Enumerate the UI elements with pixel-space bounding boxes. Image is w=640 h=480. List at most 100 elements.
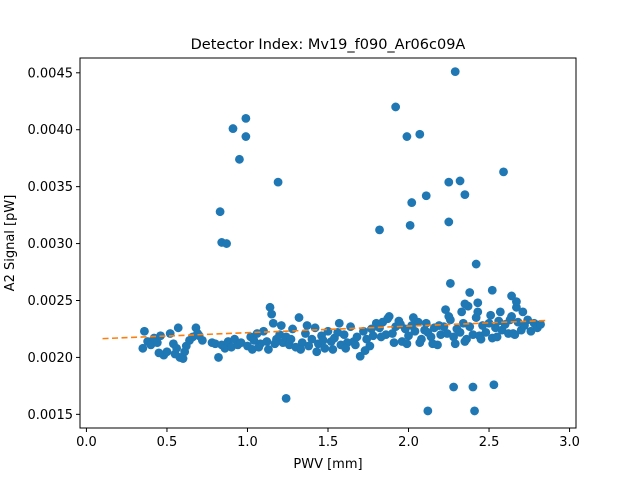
data-point xyxy=(341,343,351,353)
data-point xyxy=(444,177,454,187)
data-point xyxy=(499,167,508,177)
data-point xyxy=(140,326,149,336)
y-tick-label: 0.0035 xyxy=(28,180,74,195)
data-point xyxy=(193,329,202,338)
y-tick-label: 0.0045 xyxy=(28,66,74,81)
data-point xyxy=(468,382,478,392)
data-point xyxy=(323,326,333,336)
data-point xyxy=(320,343,330,353)
data-point xyxy=(449,382,459,392)
x-tick-label: 1.5 xyxy=(318,435,339,450)
data-point xyxy=(259,326,268,336)
data-point xyxy=(228,124,238,133)
y-tick-label: 0.0015 xyxy=(28,408,74,423)
data-point xyxy=(312,347,322,357)
data-point xyxy=(421,318,431,328)
data-point xyxy=(154,348,164,358)
data-point xyxy=(473,298,483,308)
data-point xyxy=(460,337,470,346)
data-point xyxy=(484,318,494,328)
data-point xyxy=(536,320,545,329)
data-point xyxy=(445,279,455,288)
data-point xyxy=(310,323,320,333)
data-point xyxy=(273,177,283,187)
data-point xyxy=(241,132,251,141)
plot-marks xyxy=(102,67,549,416)
data-point xyxy=(214,353,223,362)
y-tick-label: 0.0030 xyxy=(28,237,74,252)
data-point xyxy=(152,338,162,348)
data-point xyxy=(489,380,499,390)
data-point xyxy=(457,307,467,317)
data-point xyxy=(495,307,505,317)
data-point xyxy=(350,340,360,350)
data-point xyxy=(470,406,479,416)
data-point xyxy=(460,190,470,200)
data-point xyxy=(376,332,386,342)
data-point xyxy=(405,220,415,230)
data-point xyxy=(215,207,225,217)
data-point xyxy=(267,309,277,319)
data-point xyxy=(262,337,272,346)
data-point xyxy=(241,113,251,123)
data-point xyxy=(162,347,172,357)
data-point xyxy=(170,349,180,359)
data-point xyxy=(276,321,286,330)
data-point xyxy=(328,345,338,354)
data-point xyxy=(307,334,317,344)
data-point xyxy=(471,259,481,269)
data-point xyxy=(288,324,297,334)
data-point xyxy=(264,345,273,354)
data-point xyxy=(236,338,246,348)
y-tick-label: 0.0040 xyxy=(28,123,74,138)
x-tick-label: 2.0 xyxy=(398,435,419,450)
y-axis-label: A2 Signal [pW] xyxy=(3,195,18,292)
data-point xyxy=(442,329,452,338)
data-point xyxy=(301,329,310,338)
fit-line xyxy=(102,319,549,340)
data-point xyxy=(396,320,405,329)
data-point xyxy=(505,315,515,325)
x-tick-label: 2.5 xyxy=(479,435,500,450)
x-tick-label: 0.5 xyxy=(157,435,178,450)
chart-title: Detector Index: Mv19_f090_Ar06c09A xyxy=(191,37,466,53)
data-point xyxy=(296,345,306,354)
data-point xyxy=(415,129,425,139)
x-axis: 0.0 0.5 1.0 1.5 2.0 2.5 3.0 xyxy=(76,428,580,450)
data-point xyxy=(197,335,207,345)
x-axis-label: PWV [mm] xyxy=(293,457,362,472)
data-point xyxy=(473,307,483,317)
data-point xyxy=(302,321,312,330)
data-point xyxy=(270,339,280,349)
data-point xyxy=(297,338,307,348)
x-tick-label: 0.0 xyxy=(76,435,97,450)
data-point xyxy=(513,317,523,327)
data-point xyxy=(268,318,278,328)
data-point xyxy=(455,327,465,337)
data-point xyxy=(339,330,349,340)
data-point xyxy=(476,334,486,344)
x-tick-label: 3.0 xyxy=(559,435,580,450)
data-point xyxy=(391,102,401,112)
data-point xyxy=(173,323,183,333)
data-point xyxy=(368,331,378,341)
data-point xyxy=(402,339,412,349)
data-point xyxy=(487,285,497,295)
y-axis: 0.0015 0.0020 0.0025 0.0030 0.0035 0.0040 0.00… xyxy=(28,66,80,423)
data-point xyxy=(508,329,518,338)
data-point xyxy=(389,338,399,348)
data-point xyxy=(402,132,412,141)
data-point xyxy=(455,176,465,186)
data-point xyxy=(526,326,536,336)
data-point xyxy=(421,191,431,201)
data-point xyxy=(410,326,420,336)
data-point xyxy=(492,332,502,342)
data-point xyxy=(444,312,454,321)
data-point xyxy=(360,346,370,355)
data-point xyxy=(423,406,433,416)
x-tick-label: 1.0 xyxy=(237,435,258,450)
data-point xyxy=(481,327,491,337)
data-point xyxy=(512,297,521,307)
data-point xyxy=(254,342,264,352)
